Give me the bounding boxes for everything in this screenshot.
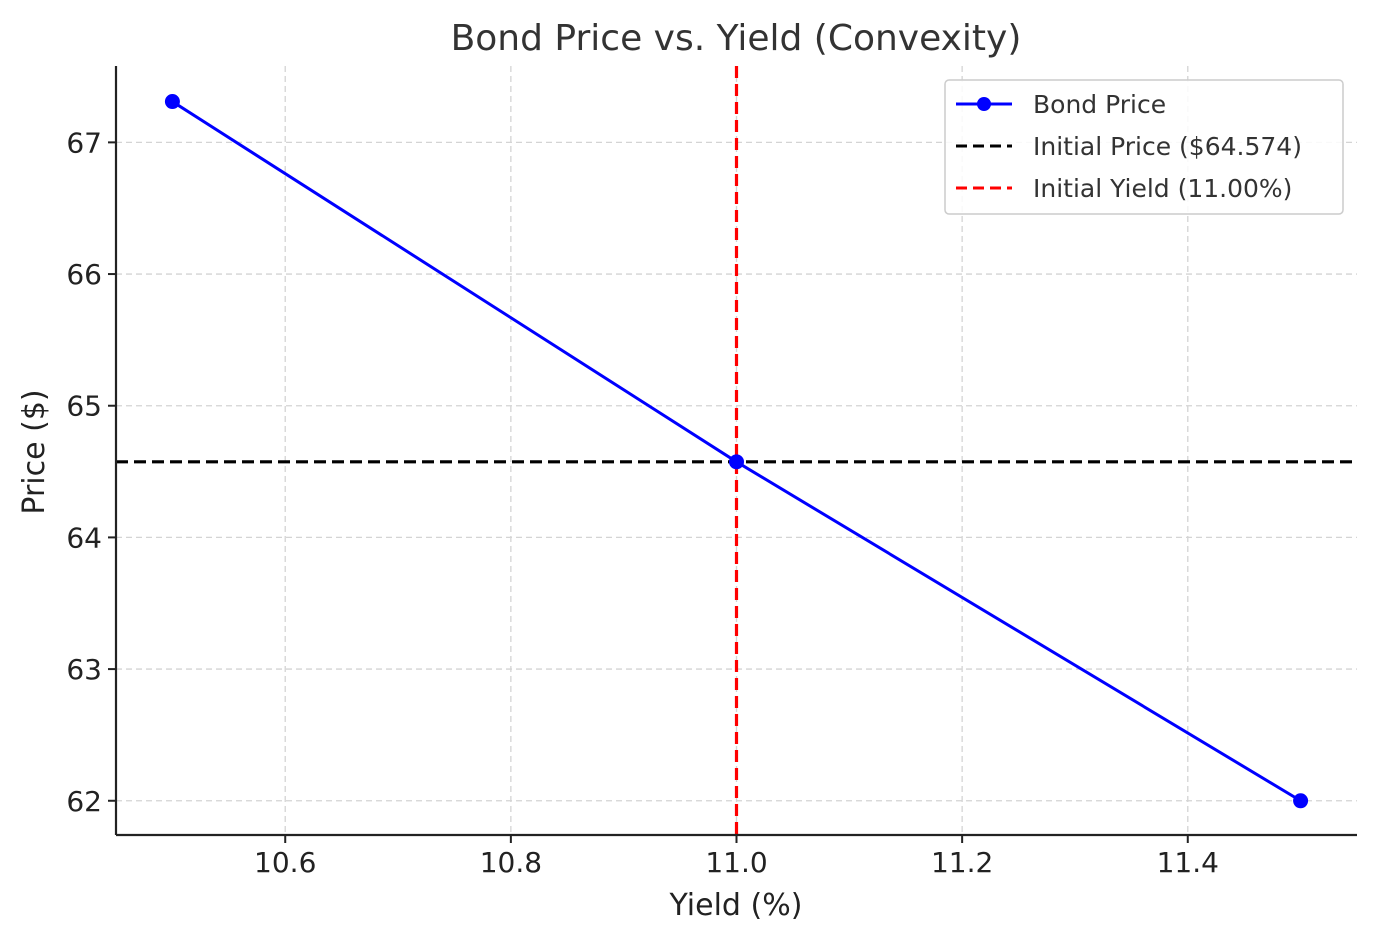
y-tick-label: 62: [66, 785, 102, 818]
x-tick-label: 11.2: [931, 846, 993, 879]
legend-marker-bond-price: [977, 97, 991, 111]
y-tick-label: 64: [66, 521, 102, 554]
y-tick-label: 66: [66, 258, 102, 291]
y-axis-ticks: 62 63 64 65 66 67: [66, 126, 116, 818]
x-axis-label: Yield (%): [669, 888, 803, 923]
legend-label-initial-price: Initial Price ($64.574): [1033, 132, 1302, 161]
bond-price-point: [729, 454, 744, 470]
chart-title: Bond Price vs. Yield (Convexity): [451, 18, 1022, 59]
x-tick-label: 11.0: [705, 846, 767, 879]
legend: Bond Price Initial Price ($64.574) Initi…: [944, 79, 1344, 215]
legend-label-initial-yield: Initial Yield (11.00%): [1033, 174, 1292, 203]
y-axis-label: Price ($): [17, 389, 52, 514]
x-axis-ticks: 10.6 10.8 11.0 11.2 11.4: [254, 835, 1219, 879]
x-tick-label: 10.8: [480, 846, 542, 879]
bond-price-point: [164, 94, 180, 110]
x-tick-label: 11.4: [1157, 846, 1219, 879]
bond-price-point: [1293, 793, 1309, 809]
y-tick-label: 67: [66, 126, 102, 159]
y-tick-label: 65: [66, 390, 102, 423]
legend-label-bond-price: Bond Price: [1033, 90, 1166, 119]
y-tick-label: 63: [66, 653, 102, 686]
series-layer: [164, 94, 1309, 809]
legend-box: [944, 79, 1344, 215]
x-tick-label: 10.6: [254, 846, 316, 879]
